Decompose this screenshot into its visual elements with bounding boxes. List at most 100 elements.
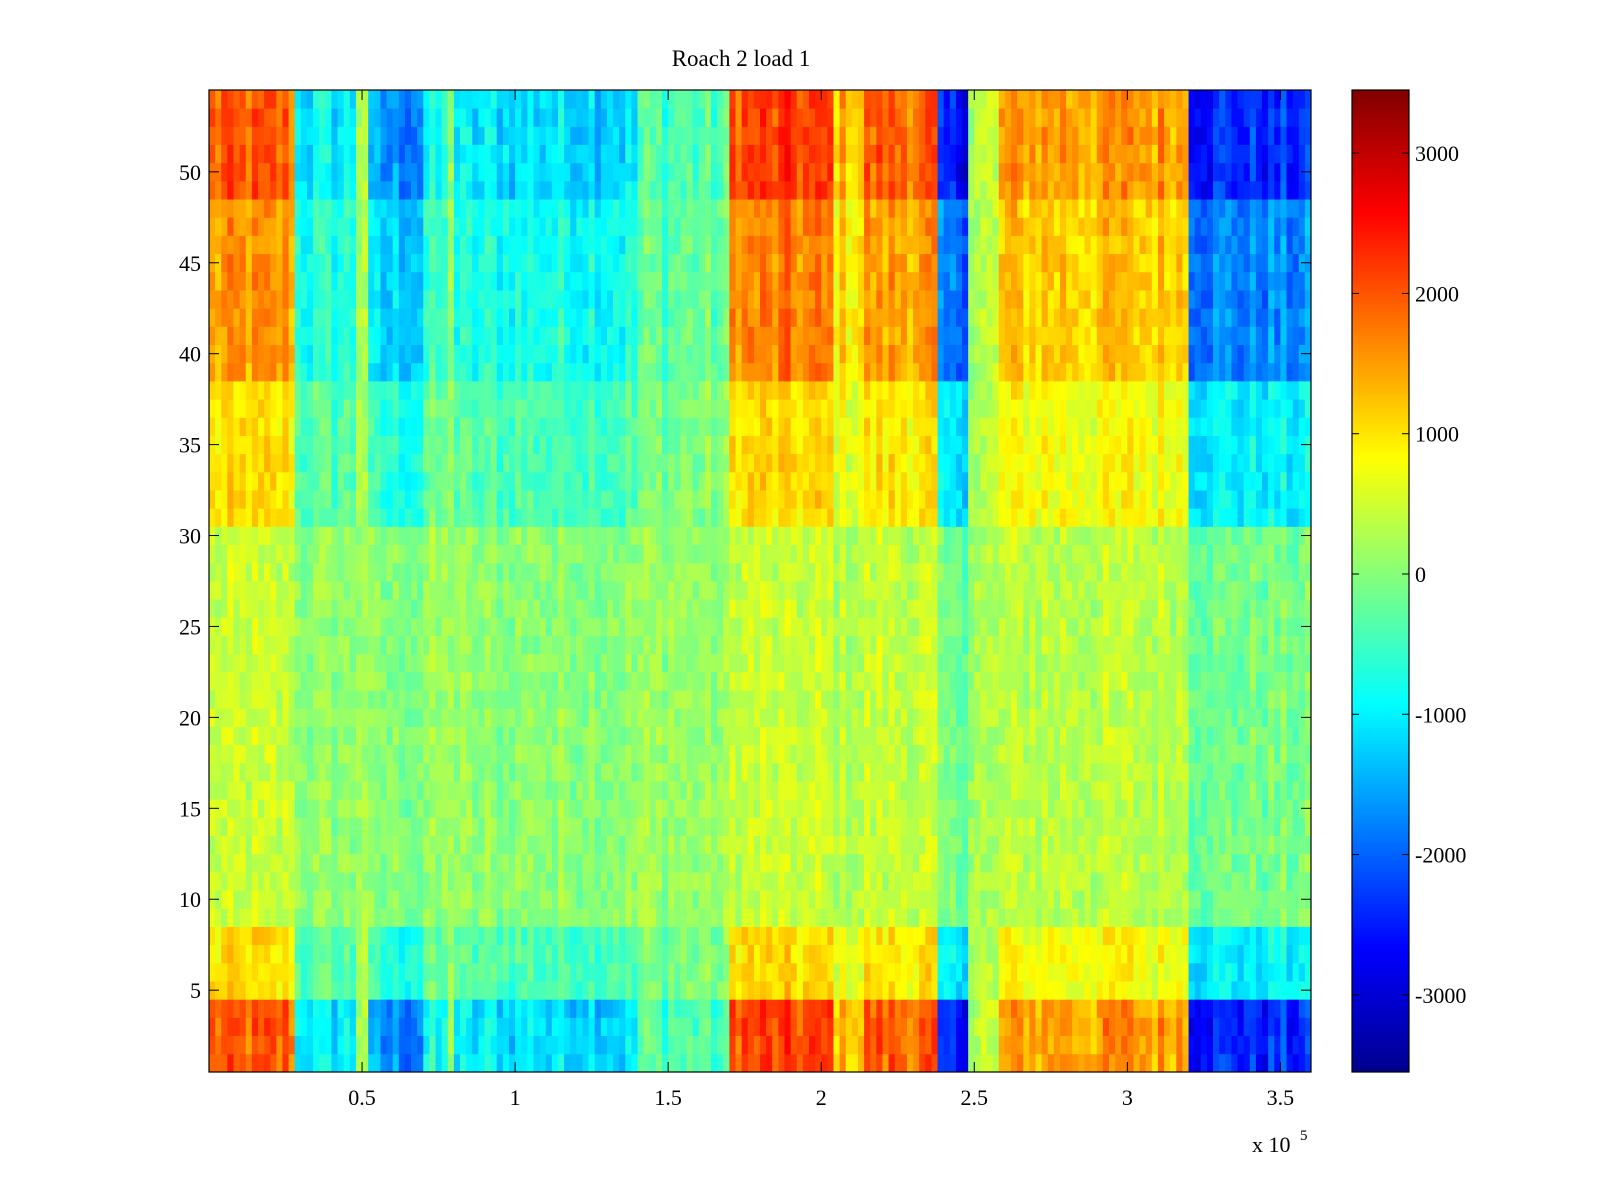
heatmap-cell: [570, 581, 577, 600]
heatmap-cell: [1280, 671, 1287, 691]
heatmap-cell: [643, 1035, 651, 1055]
heatmap-cell: [839, 726, 847, 746]
heatmap-cell: [1047, 962, 1055, 982]
heatmap-cell: [974, 1035, 981, 1055]
heatmap-cell: [1213, 944, 1220, 964]
heatmap-cell: [404, 599, 412, 618]
heatmap-cell: [1115, 999, 1122, 1018]
heatmap-cell: [1102, 762, 1110, 782]
heatmap-cell: [374, 635, 381, 655]
heatmap-cell: [435, 817, 443, 836]
heatmap-cell: [741, 871, 749, 891]
heatmap-cell: [1053, 599, 1061, 618]
heatmap-cell: [1292, 635, 1300, 655]
heatmap-cell: [276, 1017, 283, 1037]
heatmap-cell: [251, 762, 259, 782]
heatmap-cell: [637, 581, 645, 600]
heatmap-cell: [741, 562, 749, 582]
heatmap-cell: [325, 981, 332, 1000]
heatmap-cell: [398, 981, 406, 1000]
heatmap-cell: [955, 617, 963, 636]
heatmap-cell: [674, 999, 681, 1018]
heatmap-cell: [888, 890, 896, 909]
heatmap-cell: [851, 599, 859, 618]
heatmap-cell: [227, 853, 234, 873]
heatmap-cell: [594, 799, 602, 818]
heatmap-cell: [717, 926, 724, 946]
heatmap-cell: [264, 1017, 271, 1037]
heatmap-cell: [1231, 817, 1238, 836]
heatmap-cell: [1078, 1035, 1085, 1055]
heatmap-cell: [778, 671, 785, 691]
heatmap-cell: [674, 835, 681, 855]
heatmap-cell: [637, 981, 645, 1000]
heatmap-cell: [245, 835, 253, 855]
heatmap-cell: [1151, 944, 1159, 964]
heatmap-cell: [686, 690, 694, 709]
heatmap-cell: [557, 926, 565, 946]
heatmap-cell: [233, 944, 241, 964]
heatmap-cell: [723, 944, 730, 964]
heatmap-cell: [1200, 799, 1208, 818]
heatmap-cell: [986, 690, 994, 709]
heatmap-cell: [1096, 635, 1104, 655]
heatmap-cell: [1011, 799, 1018, 818]
heatmap-cell: [453, 1017, 461, 1037]
heatmap-cell: [233, 781, 241, 800]
heatmap-cell: [1255, 671, 1263, 691]
heatmap-cell: [1139, 744, 1147, 764]
heatmap-cell: [894, 799, 902, 818]
heatmap-cell: [447, 1053, 455, 1073]
heatmap-cell: [570, 1035, 577, 1055]
heatmap-cell: [974, 890, 981, 909]
heatmap-cell: [741, 908, 749, 927]
heatmap-cell: [1078, 599, 1085, 618]
heatmap-cell: [527, 562, 534, 582]
heatmap-cell: [974, 981, 981, 1000]
heatmap-cell: [386, 1035, 394, 1055]
heatmap-cell: [441, 690, 449, 709]
heatmap-cell: [686, 708, 694, 727]
heatmap-cell: [545, 799, 553, 818]
heatmap-cell: [1035, 726, 1043, 746]
heatmap-cell: [613, 581, 620, 600]
heatmap-cell: [349, 690, 357, 709]
heatmap-cell: [937, 999, 945, 1018]
heatmap-cell: [447, 926, 455, 946]
heatmap-cell: [1017, 653, 1024, 673]
heatmap-cell: [245, 781, 253, 800]
heatmap-cell: [582, 708, 589, 727]
heatmap-cell: [1029, 999, 1036, 1018]
heatmap-cell: [1115, 581, 1122, 600]
heatmap-cell: [490, 817, 498, 836]
heatmap-cell: [900, 817, 908, 836]
heatmap-cell: [729, 908, 736, 927]
heatmap-cell: [570, 653, 577, 673]
heatmap-cell: [557, 871, 565, 891]
heatmap-cell: [1145, 817, 1153, 836]
heatmap-cell: [1029, 853, 1036, 873]
heatmap-cell: [1108, 581, 1116, 600]
heatmap-cell: [441, 835, 449, 855]
heatmap-cell: [962, 999, 969, 1018]
heatmap-cell: [227, 962, 234, 982]
heatmap-cell: [894, 835, 902, 855]
heatmap-cell: [839, 1035, 847, 1055]
heatmap-cell: [1023, 599, 1030, 618]
heatmap-cell: [821, 635, 828, 655]
heatmap-cell: [368, 871, 375, 891]
heatmap-cell: [1213, 999, 1220, 1018]
heatmap-cell: [1213, 1035, 1220, 1055]
heatmap-cell: [790, 908, 798, 927]
heatmap-cell: [741, 962, 749, 982]
heatmap-cell: [1237, 908, 1245, 927]
heatmap-cell: [833, 981, 840, 1000]
heatmap-cell: [906, 708, 914, 727]
heatmap-cell: [968, 726, 975, 746]
heatmap-cell: [906, 781, 914, 800]
heatmap-cell: [1053, 908, 1061, 927]
heatmap-cell: [386, 944, 394, 964]
heatmap-cell: [1004, 690, 1012, 709]
heatmap-cell: [313, 635, 320, 655]
heatmap-cell: [1182, 744, 1189, 764]
